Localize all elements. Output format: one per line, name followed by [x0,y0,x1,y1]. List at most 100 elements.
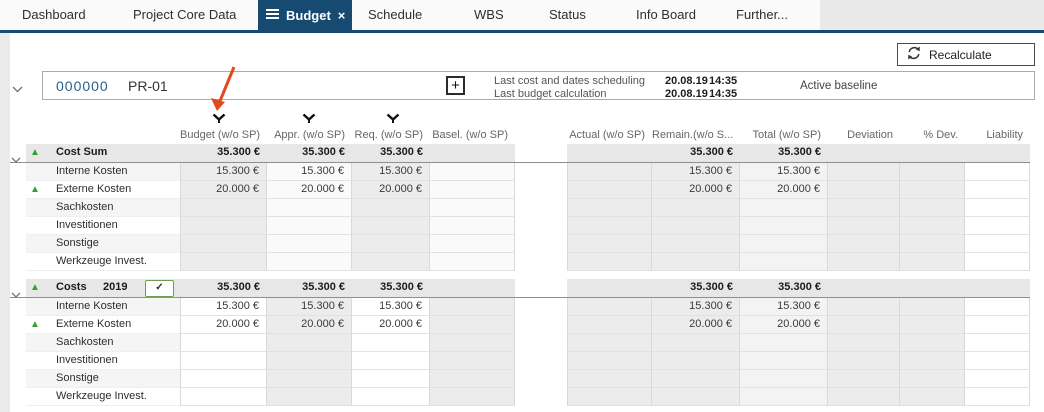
cell-budget: 20.000 € [180,181,267,199]
column-header-total[interactable]: Total (w/o SP) [752,129,821,141]
column-header-remain[interactable]: Remain.(w/o S... [652,129,734,141]
group-separator-line [10,297,1030,298]
cell-budget-editable[interactable]: 20.000 € [180,316,267,334]
cell-actual [567,253,652,271]
cell-req-editable[interactable]: 15.300 € [352,298,430,316]
cell-budget-editable[interactable] [180,352,267,370]
tab-project-core-data[interactable]: Project Core Data [133,7,237,22]
cell-actual [567,199,652,217]
cell-pdev [900,253,965,271]
cell-total [740,388,828,406]
triangle-up-icon: ▲ [30,319,40,330]
cell-basel [430,352,515,370]
cell-remain [652,235,740,253]
cell-total [740,370,828,388]
cell-liability [965,334,1030,352]
table-row-sonstige[interactable]: Sonstige [0,235,1044,253]
cell-actual [567,334,652,352]
chevron-down-icon[interactable] [11,285,21,303]
tab-schedule[interactable]: Schedule [368,7,423,22]
filter-icon-appr[interactable] [302,111,316,123]
tab-dashboard[interactable]: Dashboard [22,7,86,22]
last-calculation-time: 14:35 [709,88,738,100]
cell-req-editable[interactable] [352,370,430,388]
column-header-basel[interactable]: Basel. (w/o SP) [432,129,508,141]
add-button[interactable]: + [446,76,465,95]
cell-req-editable[interactable] [352,352,430,370]
project-expand-chevron-icon[interactable] [12,80,23,98]
table-row-interne-kosten[interactable]: ▲ Interne Kosten 15.300 € 15.300 € 15.30… [0,298,1044,316]
cell-actual [567,370,652,388]
table-row-investitionen[interactable]: Investitionen [0,352,1044,370]
cell-actual [567,163,652,181]
row-label: Sonstige [26,370,180,388]
sum-cell-total: 35.300 € [778,146,821,158]
close-icon[interactable]: × [337,7,346,23]
cell-budget [180,217,267,235]
tab-wbs[interactable]: WBS [474,7,504,22]
table-row-werkzeuge-invest[interactable]: Werkzeuge Invest. [0,388,1044,406]
cell-budget-editable[interactable] [180,334,267,352]
hamburger-icon[interactable] [266,6,279,24]
group-title: Costs [56,281,87,293]
chevron-down-icon[interactable] [11,150,21,168]
cell-req: 20.000 € [352,181,430,199]
cell-pdev [900,316,965,334]
tab-budget[interactable]: Budget × [258,0,352,30]
tab-further[interactable]: Further... [736,7,789,22]
column-header-appr[interactable]: Appr. (w/o SP) [274,129,345,141]
column-header-deviation[interactable]: Deviation [847,129,893,141]
cell-budget-editable[interactable] [180,388,267,406]
table-row-interne-kosten[interactable]: ▲ Interne Kosten 15.300 € 15.300 € 15.30… [0,163,1044,181]
group-sum-row-costs-2019[interactable]: ▲ Costs 2019 ✓ 35.300 € 35.300 € 35.300 … [0,279,1044,298]
column-header-req[interactable]: Req. (w/o SP) [354,129,423,141]
tab-status[interactable]: Status [549,7,586,22]
cell-budget-editable[interactable] [180,370,267,388]
table-row-externe-kosten[interactable]: ▲ Externe Kosten 20.000 € 20.000 € 20.00… [0,316,1044,334]
cell-budget-editable[interactable]: 15.300 € [180,298,267,316]
column-header-budget[interactable]: Budget (w/o SP) [180,129,261,141]
cell-remain [652,199,740,217]
cell-pdev [900,199,965,217]
budget-grid: ▲ Cost Sum 35.300 € 35.300 € 35.300 € 35… [0,144,1044,406]
tab-info-board[interactable]: Info Board [636,7,696,22]
cell-deviation [828,181,900,199]
cell-total: 20.000 € [740,181,828,199]
column-header-pdev[interactable]: % Dev. [923,129,958,141]
year-checkbox[interactable]: ✓ [145,280,174,297]
table-row-sachkosten[interactable]: Sachkosten [0,334,1044,352]
cell-remain [652,217,740,235]
project-id[interactable]: 000000 [56,78,109,94]
project-code[interactable]: PR-01 [128,78,168,94]
group-sum-row-cost-sum[interactable]: ▲ Cost Sum 35.300 € 35.300 € 35.300 € 35… [0,144,1044,163]
cell-req-editable[interactable] [352,388,430,406]
cell-deviation [828,217,900,235]
column-header-actual[interactable]: Actual (w/o SP) [569,129,645,141]
project-header-bar[interactable] [42,71,1035,100]
cell-pdev [900,181,965,199]
table-row-werkzeuge-invest[interactable]: Werkzeuge Invest. [0,253,1044,271]
cell-total: 20.000 € [740,316,828,334]
row-label: Werkzeuge Invest. [26,388,180,406]
cell-total [740,253,828,271]
row-label: Sachkosten [26,334,180,352]
sum-band [567,279,1030,297]
cell-req-editable[interactable]: 20.000 € [352,316,430,334]
row-label: Externe Kosten [26,316,180,334]
cell-basel [430,298,515,316]
filter-icon-req[interactable] [386,111,400,123]
cell-deviation [828,235,900,253]
last-scheduling-time: 14:35 [709,75,738,87]
cell-basel [430,235,515,253]
table-row-investitionen[interactable]: Investitionen [0,217,1044,235]
table-row-sonstige[interactable]: Sonstige [0,370,1044,388]
cell-actual [567,217,652,235]
cell-req-editable[interactable] [352,334,430,352]
recalculate-button[interactable]: Recalculate [897,43,1035,66]
table-row-externe-kosten[interactable]: ▲ Externe Kosten 20.000 € 20.000 € 20.00… [0,181,1044,199]
last-scheduling-date: 20.08.19 [665,75,708,87]
table-row-sachkosten[interactable]: Sachkosten [0,199,1044,217]
filter-icon-budget[interactable] [212,111,226,123]
last-calculation-label: Last budget calculation [494,88,607,100]
column-header-liability[interactable]: Liability [986,129,1023,141]
